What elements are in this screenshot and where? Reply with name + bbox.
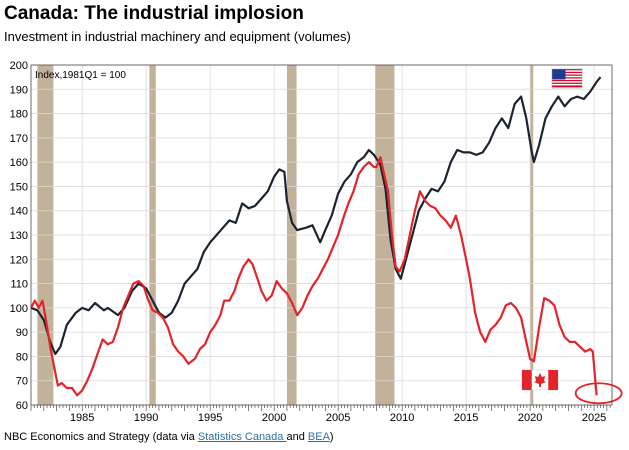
highlight-ellipse	[574, 382, 623, 405]
y-tick-label-130: 130	[10, 230, 28, 242]
x-tick-label-1990: 1990	[134, 412, 158, 422]
y-tick-label-190: 190	[10, 84, 28, 96]
y-tick-label-90: 90	[16, 327, 28, 339]
us-flag-icon	[551, 68, 583, 89]
y-tick-label-70: 70	[16, 376, 28, 388]
y-tick-label-160: 160	[10, 157, 28, 169]
y-tick-label-170: 170	[10, 133, 28, 145]
y-tick-label-100: 100	[10, 303, 28, 315]
plot-frame	[30, 64, 613, 406]
x-tick-label-2020: 2020	[518, 412, 542, 422]
highlight-circle	[574, 382, 623, 405]
x-tick-label-1995: 1995	[198, 412, 222, 422]
x-tick-label-2005: 2005	[326, 412, 350, 422]
x-tick-label-2015: 2015	[454, 412, 478, 422]
statistics-canada-link[interactable]: Statistics Canada	[197, 431, 287, 443]
chart-title: Canada: The industrial implosion	[4, 3, 304, 24]
series-lines	[30, 76, 602, 397]
x-tick-label-1985: 1985	[70, 412, 94, 422]
y-tick-label-200: 200	[10, 60, 28, 72]
x-tick-label-2010: 2010	[390, 412, 414, 422]
y-tick-label-80: 80	[16, 351, 28, 363]
bea-link[interactable]: BEA	[307, 431, 330, 443]
index-note: Index,1981Q1 = 100	[35, 70, 126, 81]
y-tick-label-110: 110	[10, 279, 28, 291]
footer-suffix: )	[329, 431, 334, 443]
footer-middle: and	[286, 431, 308, 443]
canada-flag-icon	[521, 369, 559, 391]
line-chart: 60 70 80 90 100 110 120 130 140 150 160 170 180 190 20…	[10, 60, 623, 422]
series-line-canada	[30, 156, 598, 397]
x-tick-label-2000: 2000	[262, 412, 286, 422]
footer-prefix: NBC Economics and Strategy (data via	[4, 431, 198, 443]
series-line-us	[30, 76, 602, 356]
x-tick-labels: 1985 1990 1995 2000 2005 2010 2015 2020 2025	[70, 412, 606, 422]
x-tick-label-2025: 2025	[582, 412, 606, 422]
y-tick-label-60: 60	[16, 400, 28, 412]
y-tick-label-120: 120	[10, 254, 28, 266]
x-minor-ticks	[30, 405, 611, 411]
y-tick-label-180: 180	[10, 109, 28, 121]
y-tick-labels: 60 70 80 90 100 110 120 130 140 150 160 170 180 190 20…	[10, 60, 28, 412]
y-tick-label-140: 140	[10, 206, 28, 218]
source-footer: NBC Economics and Strategy (data via Sta…	[4, 431, 334, 443]
y-tick-label-150: 150	[10, 181, 28, 193]
chart-subtitle: Investment in industrial machinery and e…	[4, 29, 351, 44]
